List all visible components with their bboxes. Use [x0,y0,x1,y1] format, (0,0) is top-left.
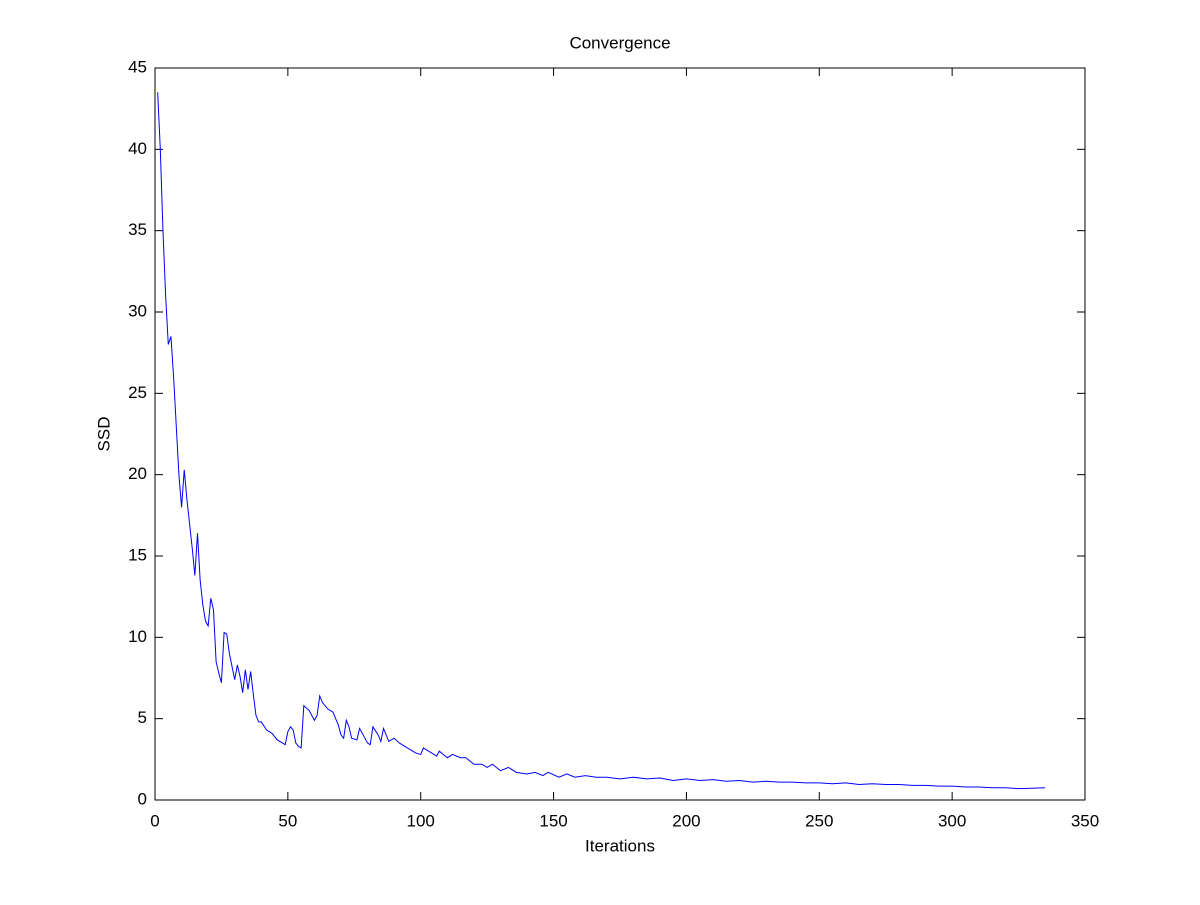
y-tick-label: 20 [128,464,147,483]
y-tick-label: 5 [138,708,147,727]
x-tick-label: 350 [1071,811,1099,830]
x-tick-label: 100 [407,811,435,830]
x-tick-label: 250 [805,811,833,830]
y-tick-label: 10 [128,627,147,646]
y-tick-label: 35 [128,220,147,239]
y-tick-label: 30 [128,301,147,320]
chart-title: Convergence [569,33,670,52]
x-tick-label: 200 [672,811,700,830]
y-tick-label: 15 [128,545,147,564]
y-tick-label: 0 [138,789,147,808]
y-tick-label: 45 [128,57,147,76]
x-tick-label: 300 [938,811,966,830]
x-tick-label: 0 [150,811,159,830]
y-axis-label: SSD [94,417,113,452]
plot-frame [154,67,1086,801]
x-axis-label: Iterations [585,836,655,855]
y-tick-label: 40 [128,139,147,158]
y-tick-label: 25 [128,383,147,402]
x-tick-label: 150 [539,811,567,830]
x-tick-label: 50 [278,811,297,830]
data-line [157,92,1046,790]
